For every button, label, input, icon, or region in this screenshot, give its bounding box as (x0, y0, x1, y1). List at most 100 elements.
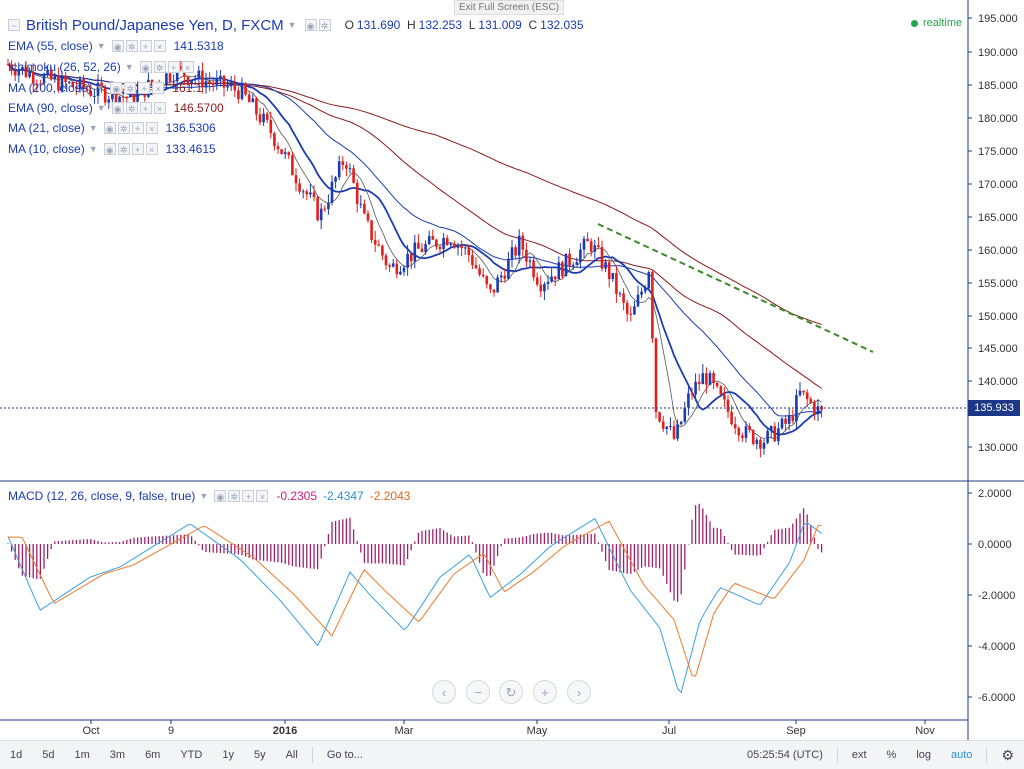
gear-icon[interactable]: ✲ (125, 40, 138, 52)
candle-body (60, 75, 64, 91)
candle-body (251, 98, 255, 103)
timeframe-button[interactable]: 1y (222, 749, 234, 761)
eye-icon[interactable]: ◉ (111, 102, 124, 114)
gear-icon[interactable]: ✲ (318, 19, 331, 31)
eye-icon[interactable]: ◉ (139, 61, 152, 73)
candle-body (49, 69, 53, 80)
auto-button[interactable]: auto (951, 749, 973, 761)
plus-icon[interactable]: + (131, 122, 144, 134)
candle-body (589, 241, 593, 252)
chevron-down-icon[interactable]: ▼ (96, 41, 106, 51)
price-axis[interactable]: 195.000 190.000 185.000 180.000 175.000 170.0… (968, 13, 1018, 454)
ext-button[interactable]: ext (851, 749, 867, 761)
gear-icon[interactable]: ✲ (125, 102, 138, 114)
candle-body (35, 83, 39, 85)
candle-body (485, 276, 489, 285)
indicator-name[interactable]: EMA (55, close) (8, 39, 93, 53)
candle-body (597, 245, 600, 247)
macd-axis[interactable]: 2.0000 0.0000 -2.0000 -4.0000 -6.0000 (968, 488, 1015, 704)
chevron-left-icon[interactable]: ‹ (432, 680, 456, 704)
eye-icon[interactable]: ◉ (110, 82, 123, 94)
plus-icon[interactable]: + (139, 40, 152, 52)
chevron-down-icon[interactable]: ▼ (287, 20, 297, 30)
close-icon[interactable]: × (152, 82, 165, 94)
log-button[interactable]: log (916, 749, 932, 761)
indicator-name[interactable]: EMA (90, close) (8, 101, 93, 115)
candle-body (427, 236, 431, 244)
gear-icon[interactable]: ✲ (228, 490, 241, 502)
macd-actions: ◉ ✲ + × (214, 490, 269, 502)
chevron-down-icon[interactable]: ▼ (199, 491, 209, 501)
chevron-down-icon[interactable]: ▼ (88, 123, 98, 133)
chevron-right-icon[interactable]: › (567, 680, 591, 704)
candle-body (42, 75, 46, 84)
timeframe-button[interactable]: 1d (10, 749, 23, 761)
gear-icon[interactable]: ⚙ (1001, 746, 1014, 763)
price-tick-label: 145.000 (978, 343, 1018, 355)
candle-body (319, 208, 323, 221)
timeframe-button[interactable]: 5d (42, 749, 55, 761)
plus-icon[interactable]: + (139, 102, 152, 114)
percent-button[interactable]: % (886, 749, 897, 761)
plus-icon[interactable]: + (242, 490, 255, 502)
candle-body (492, 289, 496, 293)
timeframe-button[interactable]: 5y (253, 749, 266, 761)
chevron-down-icon[interactable]: ▼ (88, 144, 98, 154)
candle-body (13, 70, 17, 76)
gear-icon[interactable]: ✲ (124, 82, 137, 94)
gear-icon[interactable]: ✲ (153, 61, 166, 73)
timeframe-button[interactable]: 1m (74, 749, 90, 761)
timeframe-button[interactable]: 3m (109, 749, 126, 761)
close-icon[interactable]: × (145, 143, 158, 155)
close-icon[interactable]: × (153, 102, 166, 114)
candle-body (208, 81, 211, 84)
candle-body (359, 203, 363, 205)
eye-icon[interactable]: ◉ (103, 143, 116, 155)
close-icon[interactable]: × (153, 40, 166, 52)
indicator-name[interactable]: MA (21, close) (8, 121, 85, 135)
plus-icon[interactable]: + (131, 143, 144, 155)
minus-icon[interactable]: − (466, 680, 490, 704)
gear-icon[interactable]: ✲ (117, 143, 130, 155)
candle-body (114, 89, 118, 105)
timeframe-button[interactable]: All (285, 749, 298, 761)
candle-body (111, 89, 114, 100)
eye-icon[interactable]: ◉ (304, 19, 317, 31)
chart-canvas[interactable]: 195.000 190.000 185.000 180.000 175.000 170.0… (0, 0, 1024, 740)
candle-body (67, 82, 71, 84)
timeframe-button[interactable]: YTD (180, 749, 203, 761)
candle-body (532, 260, 535, 278)
gear-icon[interactable]: ✲ (117, 122, 130, 134)
close-icon[interactable]: × (145, 122, 158, 134)
close-icon[interactable]: × (181, 61, 194, 73)
chevron-down-icon[interactable]: ▼ (95, 83, 105, 93)
symbol-title[interactable]: British Pound/Japanese Yen, D, FXCM (26, 16, 284, 34)
reset-icon[interactable]: ↻ (499, 680, 523, 704)
macd-label[interactable]: MACD (12, 26, close, 9, false, true) (8, 489, 196, 503)
candle-body (557, 262, 561, 280)
goto-button[interactable]: Go to... (326, 749, 363, 761)
plus-icon[interactable]: + (138, 82, 151, 94)
indicator-value: 141.5318 (173, 39, 224, 53)
macd-tick-label: 2.0000 (978, 488, 1012, 500)
candle-body (445, 237, 449, 246)
candle-body (309, 192, 312, 195)
candle-body (204, 81, 208, 88)
time-axis[interactable]: Oct 9 2016 Mar May Jul Sep Nov (82, 720, 935, 737)
indicator-name[interactable]: MA (200, close) (8, 81, 92, 95)
eye-icon[interactable]: ◉ (103, 122, 116, 134)
realtime-status: realtime (911, 17, 962, 29)
eye-icon[interactable]: ◉ (111, 40, 124, 52)
chevron-down-icon[interactable]: ▼ (124, 62, 134, 72)
plus-icon[interactable]: + (167, 61, 180, 73)
exit-full-screen-button[interactable]: Exit Full Screen (ESC) (454, 0, 565, 15)
close-icon[interactable]: × (256, 490, 269, 502)
plus-icon[interactable]: + (533, 680, 557, 704)
indicator-name[interactable]: Ichimoku (26, 52, 26) (8, 60, 121, 74)
eye-icon[interactable]: ◉ (214, 490, 227, 502)
timeframe-button[interactable]: 6m (145, 749, 161, 761)
indicator-name[interactable]: MA (10, close) (8, 142, 85, 156)
collapse-legend-icon[interactable]: − (8, 19, 20, 31)
chevron-down-icon[interactable]: ▼ (96, 103, 106, 113)
